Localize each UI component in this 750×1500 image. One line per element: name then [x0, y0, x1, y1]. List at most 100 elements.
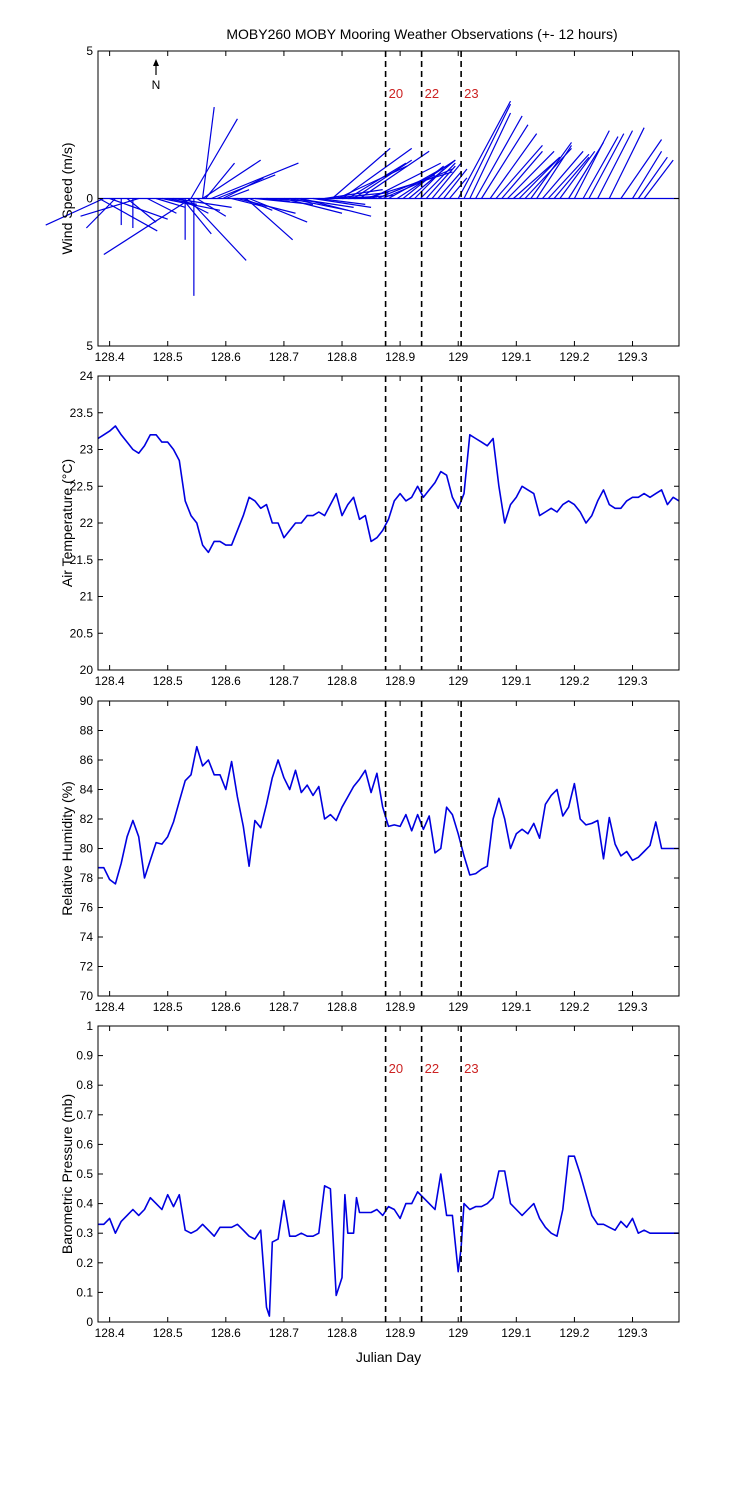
panel-hum: 128.4 128.5 128.6 128.7 128.8 128.9 129 129.1 12… [59, 694, 680, 1014]
y-tick-label: 0.9 [76, 1049, 93, 1063]
event-marker-label: 23 [464, 86, 478, 101]
panel-temp: 128.4 128.5 128.6 128.7 128.8 128.9 129 129.1 12… [59, 369, 680, 688]
x-tick-label: 129 [448, 350, 468, 364]
y-tick-label: 1 [86, 1019, 93, 1033]
wind-stick [318, 197, 366, 205]
wind-stick [331, 147, 391, 199]
x-tick-label: 128.5 [153, 1326, 183, 1340]
wind-stick [109, 197, 168, 220]
wind-stick [190, 118, 238, 199]
panel-wind: 20 22 23 128.4 128.5 128.6 128.7 128.8 128.9 129 1… [45, 44, 680, 364]
y-tick-label: 70 [80, 989, 94, 1003]
x-tick-label: 128.9 [385, 674, 415, 688]
x-tick-label: 128.7 [269, 1326, 299, 1340]
wind-stick [420, 162, 456, 199]
y-tick-label: 20.5 [70, 626, 94, 640]
wind-stick [201, 106, 215, 199]
wind-stick [187, 198, 247, 261]
wind-stick [202, 159, 262, 200]
wind-stick [370, 162, 442, 200]
y-tick-label: 0 [86, 192, 93, 206]
wind-stick [573, 130, 610, 199]
y-tick-label: 5 [86, 339, 93, 353]
wind-stick [205, 162, 235, 199]
wind-stick [425, 165, 456, 199]
x-tick-label: 128.9 [385, 1326, 415, 1340]
wind-stick [225, 189, 250, 200]
y-tick-label: 90 [80, 694, 94, 708]
wind-stick [211, 162, 299, 200]
y-tick-label: 23.5 [70, 406, 94, 420]
y-tick-label: 74 [80, 930, 94, 944]
north-label: N [152, 78, 161, 92]
x-axis-label: Julian Day [356, 1349, 421, 1365]
event-marker-label: 22 [425, 86, 439, 101]
wind-stick [312, 197, 372, 208]
wind-stick [588, 133, 625, 199]
y-tick-label: 0.7 [76, 1108, 93, 1122]
wind-stick [513, 156, 561, 199]
y-tick-label: 20 [80, 663, 94, 677]
wind-stick [283, 197, 343, 214]
event-marker-label: 22 [425, 1061, 439, 1076]
y-axis-label: Air Temperature (°C) [59, 459, 75, 587]
y-tick-label: 0.6 [76, 1137, 93, 1151]
y-tick-label: 0.8 [76, 1078, 93, 1092]
y-tick-label: 88 [80, 724, 94, 738]
wind-stick [245, 198, 294, 241]
wind-stick [437, 171, 462, 199]
x-tick-label: 129.2 [559, 350, 589, 364]
y-tick-label: 80 [80, 842, 94, 856]
event-marker-label: 23 [464, 1061, 478, 1076]
wind-stick [359, 150, 430, 199]
y-tick-label: 72 [80, 960, 94, 974]
wind-stick [408, 159, 456, 199]
x-tick-label: 129 [448, 1326, 468, 1340]
x-tick-label: 129.1 [501, 1000, 531, 1014]
wind-stick [480, 124, 529, 199]
wind-stick [542, 150, 584, 199]
x-tick-label: 129.3 [618, 1000, 648, 1014]
x-tick-label: 128.9 [385, 350, 415, 364]
wind-stick [353, 159, 413, 200]
x-tick-label: 128.7 [269, 674, 299, 688]
wind-stick [301, 197, 372, 217]
x-tick-label: 128.4 [95, 1000, 125, 1014]
wind-stick [469, 112, 512, 199]
y-tick-label: 84 [80, 783, 94, 797]
wind-stick [643, 159, 674, 199]
wind-stick [126, 198, 157, 223]
wind-stick [98, 197, 158, 232]
x-tick-label: 128.8 [327, 1000, 357, 1014]
north-indicator: N [152, 59, 161, 92]
y-tick-label: 82 [80, 812, 94, 826]
y-tick-label: 78 [80, 871, 94, 885]
y-tick-label: 0.3 [76, 1226, 93, 1240]
chart-title: MOBY260 MOBY Mooring Weather Observation… [226, 26, 617, 42]
y-axis-label: Barometric Pressure (mb) [59, 1094, 75, 1254]
y-tick-label: 0 [86, 1315, 93, 1329]
x-tick-label: 128.4 [95, 350, 125, 364]
wind-stick [248, 197, 308, 223]
wind-stick [431, 162, 462, 199]
x-tick-label: 128.8 [327, 674, 357, 688]
wind-stick [376, 174, 436, 200]
north-arrowhead-icon [153, 59, 159, 66]
wind-stick [181, 198, 212, 235]
wind-stick [45, 197, 105, 226]
wind-stick [501, 150, 543, 199]
x-tick-label: 129.1 [501, 1326, 531, 1340]
wind-stick [341, 147, 413, 199]
x-tick-label: 128.4 [95, 674, 125, 688]
x-tick-label: 129.3 [618, 1326, 648, 1340]
panels: 20 22 23 128.4 128.5 128.6 128.7 128.8 128.9 129 1… [45, 44, 680, 1365]
wind-stick [85, 198, 116, 229]
panel-pres: 20 22 23 128.4 128.5 128.6 128.7 128.8 128.9 129 1… [59, 1019, 680, 1365]
wind-stick [475, 115, 523, 199]
wind-stick [597, 130, 634, 199]
event-marker-label: 20 [389, 1061, 403, 1076]
x-tick-label: 129.1 [501, 674, 531, 688]
y-tick-label: 5 [86, 44, 93, 58]
wind-stick [608, 127, 645, 199]
